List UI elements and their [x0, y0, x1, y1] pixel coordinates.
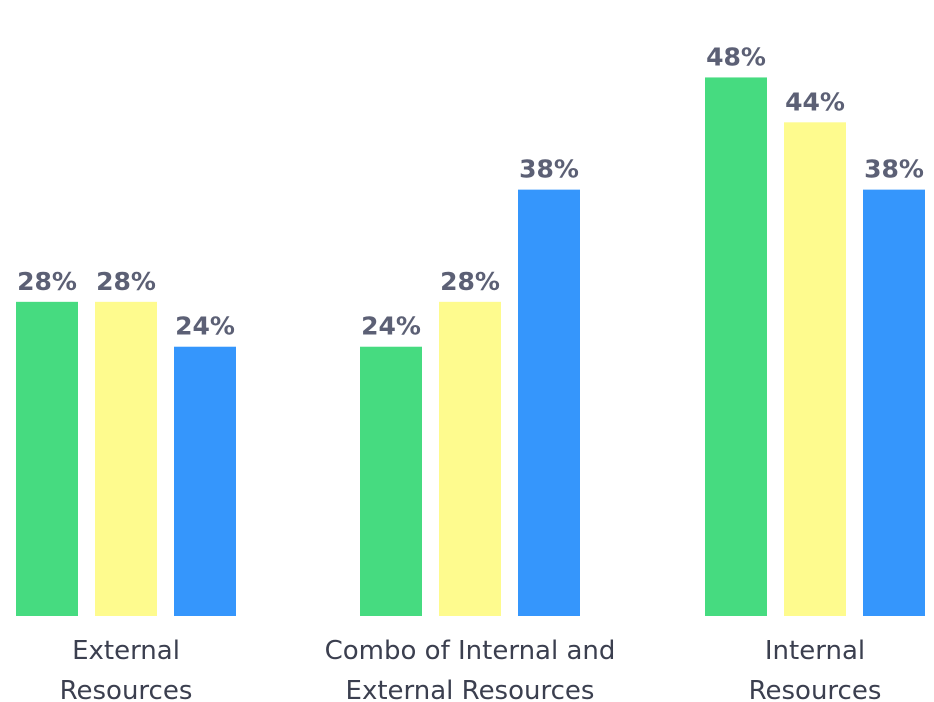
bar-group-1-series-1	[16, 301, 78, 616]
value-label-group-2-series-1: 24%	[361, 312, 421, 341]
value-label-group-1-series-3: 24%	[175, 312, 235, 341]
bar-group-3-series-3	[863, 189, 925, 616]
value-label-group-3-series-3: 38%	[864, 155, 924, 184]
category-label-3-line-1: Internal	[765, 636, 865, 666]
category-label-2-line-1: Combo of Internal and	[325, 636, 616, 666]
value-label-group-2-series-2: 28%	[440, 267, 500, 296]
value-label-group-3-series-1: 48%	[706, 42, 766, 71]
bar-group-3-series-1	[705, 77, 767, 616]
category-label-2-line-2: External Resources	[346, 676, 595, 702]
bar-group-1-series-2	[95, 301, 157, 616]
value-label-group-1-series-2: 28%	[96, 267, 156, 296]
category-label-1-line-2: Resources	[60, 676, 193, 702]
category-label-1-line-1: External	[72, 636, 180, 666]
bar-group-2-series-2	[439, 301, 501, 616]
value-label-group-3-series-2: 44%	[785, 87, 845, 116]
value-label-group-1-series-1: 28%	[17, 267, 77, 296]
bar-group-2-series-1	[360, 346, 422, 616]
bar-group-1-series-3	[174, 346, 236, 616]
value-label-group-2-series-3: 38%	[519, 155, 579, 184]
bar-group-3-series-2	[784, 122, 846, 616]
category-label-3-line-2: Resources	[749, 676, 882, 702]
bar-group-2-series-3	[518, 189, 580, 616]
